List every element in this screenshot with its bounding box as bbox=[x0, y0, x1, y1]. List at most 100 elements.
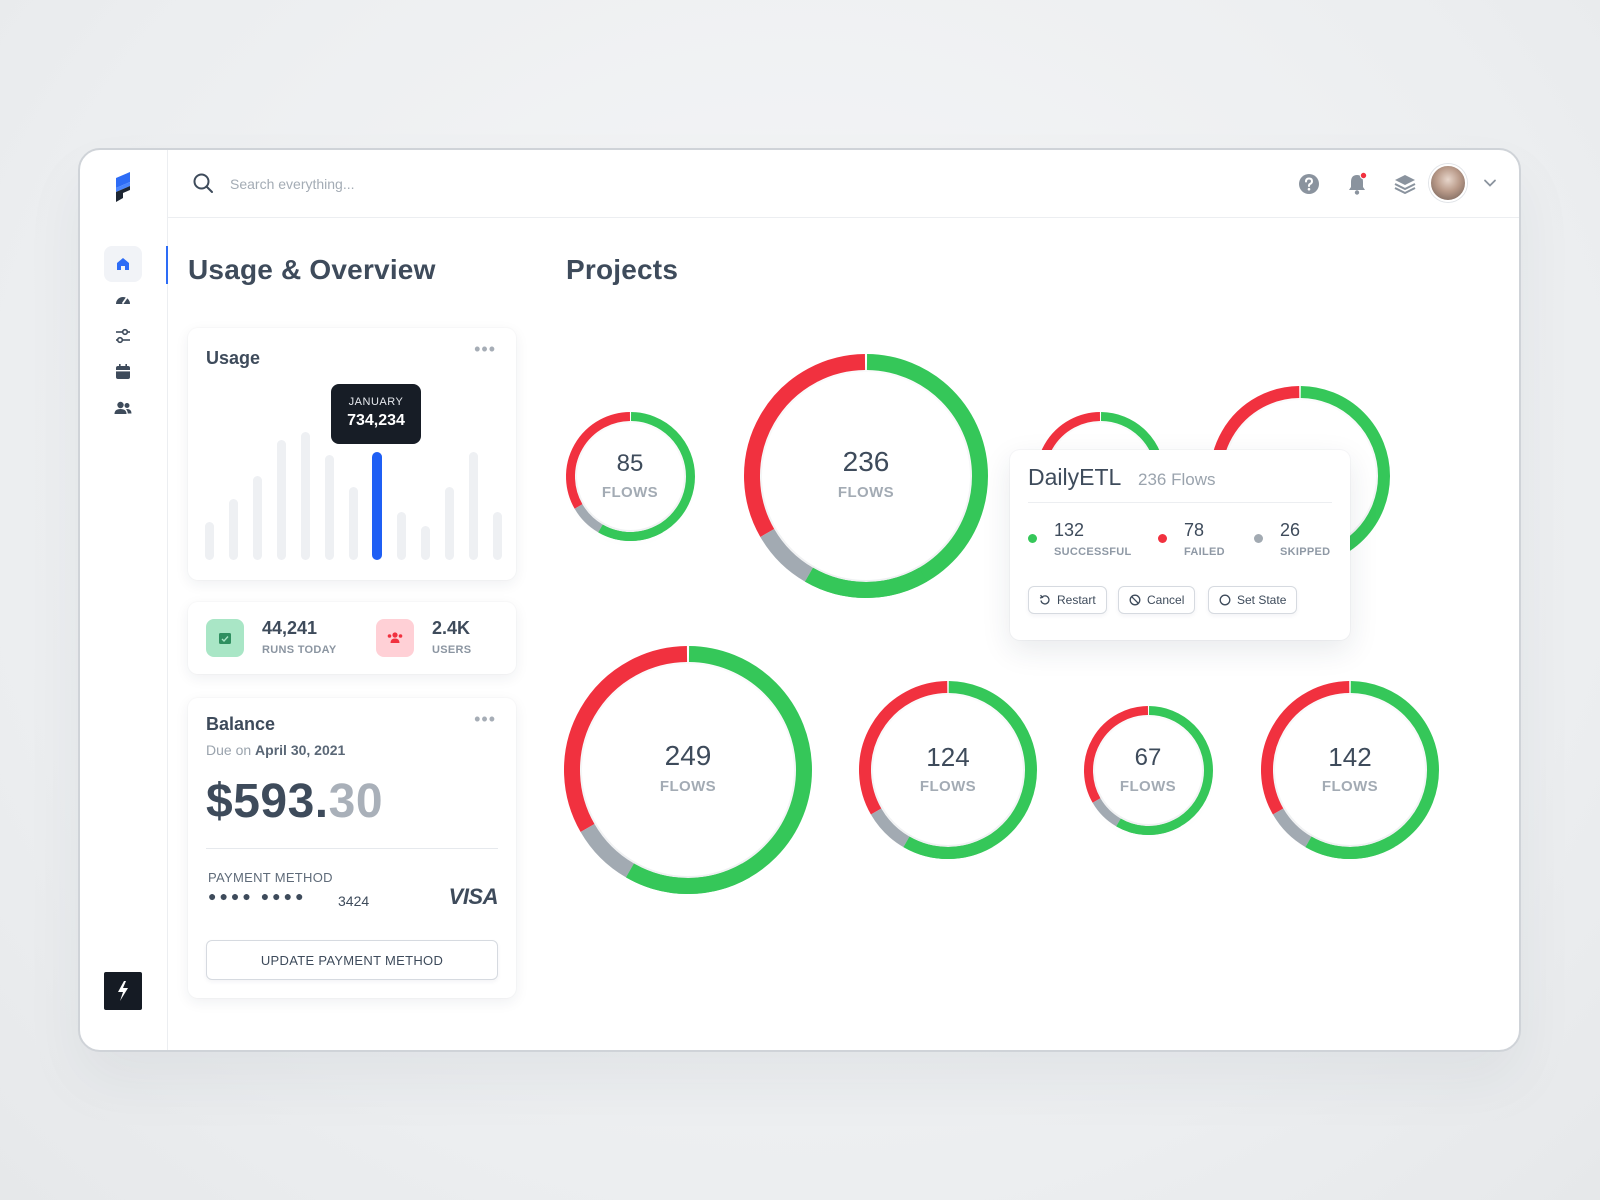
users-icon bbox=[387, 632, 403, 643]
usage-bar bbox=[445, 487, 454, 560]
popover-divider bbox=[1028, 502, 1332, 503]
sidebar-item-calendar[interactable] bbox=[104, 354, 142, 390]
balance-card: Balance ••• Due on April 30, 2021 $593.3… bbox=[188, 698, 516, 998]
tooltip-month: JANUARY bbox=[348, 396, 404, 408]
circle-icon bbox=[1219, 594, 1231, 606]
overview-title: Usage & Overview bbox=[188, 254, 436, 285]
bolt-logo-icon bbox=[118, 981, 128, 1001]
donut-ring bbox=[1083, 705, 1213, 835]
donut-ring bbox=[859, 681, 1037, 859]
sidebar-item-home[interactable] bbox=[104, 246, 142, 282]
brand-badge[interactable] bbox=[104, 972, 142, 1010]
cancel-icon bbox=[1129, 594, 1141, 606]
restart-button[interactable]: Restart bbox=[1028, 586, 1107, 614]
runs-today-label: RUNS TODAY bbox=[262, 644, 337, 656]
users-stat-icon bbox=[376, 619, 414, 657]
help-button[interactable] bbox=[1297, 172, 1321, 196]
chevron-down-icon[interactable] bbox=[1483, 176, 1497, 190]
active-nav-indicator bbox=[166, 246, 168, 284]
balance-more-button[interactable]: ••• bbox=[474, 709, 496, 729]
donut-flows-label: FLOWS bbox=[659, 778, 717, 795]
amount-cents: 30 bbox=[328, 775, 384, 828]
donut-segment-failed bbox=[859, 681, 948, 815]
users-value: 2.4K bbox=[432, 618, 471, 638]
donut-segment-success bbox=[1115, 817, 1181, 835]
usage-bar bbox=[253, 476, 262, 560]
sidebar-item-settings[interactable] bbox=[104, 318, 142, 354]
search-input[interactable] bbox=[230, 170, 650, 198]
failed-label: FAILED bbox=[1184, 546, 1225, 558]
donut-flow-count: 249 bbox=[664, 740, 712, 771]
due-date-value: April 30, 2021 bbox=[255, 742, 346, 758]
usage-bar bbox=[229, 499, 238, 560]
project-donut[interactable]: 236 FLOWS bbox=[732, 342, 1000, 610]
project-donut[interactable]: 67 FLOWS bbox=[1072, 694, 1225, 847]
usage-bar bbox=[493, 512, 502, 560]
card-mask: ●●●● ●●●● bbox=[208, 888, 307, 904]
app-window: Usage & Overview Usage ••• JANUARY 734,2… bbox=[78, 148, 1521, 1052]
card-last4: 3424 bbox=[338, 893, 370, 909]
donut-flows-label: FLOWS bbox=[919, 778, 977, 795]
set-state-button[interactable]: Set State bbox=[1208, 586, 1298, 614]
donut-segment-skipped bbox=[870, 808, 910, 848]
donut-segment-success bbox=[903, 836, 993, 859]
donut-flow-count: 67 bbox=[1134, 744, 1162, 771]
success-dot bbox=[1028, 534, 1037, 543]
users-label: USERS bbox=[432, 644, 472, 656]
usage-bar bbox=[397, 512, 406, 560]
notifications-button[interactable] bbox=[1345, 172, 1369, 196]
sidebar-item-dashboard[interactable] bbox=[104, 282, 142, 318]
tooltip-value: 734,234 bbox=[347, 412, 405, 429]
due-prefix: Due on bbox=[206, 742, 252, 758]
donut-segment-skipped bbox=[760, 528, 814, 582]
donut-segment-failed bbox=[744, 354, 866, 537]
usage-bar-chart bbox=[205, 432, 502, 560]
usage-bar bbox=[301, 432, 310, 560]
donut-segment-skipped bbox=[1272, 808, 1312, 848]
app-logo-icon[interactable] bbox=[114, 172, 136, 202]
update-payment-button[interactable]: UPDATE PAYMENT METHOD bbox=[206, 940, 498, 980]
projects-title: Projects bbox=[566, 254, 679, 285]
search-icon[interactable] bbox=[192, 172, 214, 194]
balance-amount: $593.30 bbox=[206, 774, 383, 829]
donut-flows-label: FLOWS bbox=[837, 484, 895, 501]
usage-bar bbox=[421, 526, 430, 560]
donut-flows-label: FLOWS bbox=[1321, 778, 1379, 795]
usage-bar bbox=[277, 440, 286, 560]
project-donut[interactable]: 124 FLOWS bbox=[847, 669, 1049, 871]
set-state-label: Set State bbox=[1237, 593, 1287, 607]
bell-icon bbox=[1349, 172, 1368, 195]
donut-flow-count: 236 bbox=[842, 446, 890, 477]
project-donut[interactable]: 85 FLOWS bbox=[554, 400, 707, 553]
sidebar-item-team[interactable] bbox=[104, 390, 142, 426]
usage-bar bbox=[325, 455, 334, 560]
due-date: Due on April 30, 2021 bbox=[206, 742, 345, 758]
usage-title: Usage bbox=[206, 348, 261, 368]
project-donut[interactable]: 142 FLOWS bbox=[1249, 669, 1451, 871]
usage-tooltip: JANUARY 734,234 bbox=[331, 384, 421, 444]
home-icon bbox=[117, 258, 129, 270]
balance-title: Balance bbox=[206, 714, 276, 734]
popover-flow-count: 236 Flows bbox=[1138, 470, 1216, 489]
usage-bar-selected[interactable] bbox=[372, 452, 382, 560]
donut-ring bbox=[1261, 681, 1439, 859]
cancel-button[interactable]: Cancel bbox=[1118, 586, 1196, 614]
donut-flow-count: 124 bbox=[926, 742, 970, 772]
successful-label: SUCCESSFUL bbox=[1054, 546, 1132, 558]
restart-label: Restart bbox=[1057, 593, 1096, 607]
donut-center bbox=[576, 422, 684, 530]
usage-more-button[interactable]: ••• bbox=[474, 339, 496, 359]
donut-ring bbox=[565, 411, 695, 541]
popover-project-name: DailyETL bbox=[1028, 464, 1122, 490]
donut-flow-count: 85 bbox=[616, 450, 644, 477]
successful-value: 132 bbox=[1054, 520, 1085, 540]
layers-icon bbox=[1394, 175, 1416, 194]
project-donut[interactable]: 249 FLOWS bbox=[552, 634, 824, 906]
donut-segment-success bbox=[805, 567, 927, 598]
donut-center bbox=[873, 695, 1023, 845]
usage-bar bbox=[469, 452, 478, 560]
user-avatar[interactable] bbox=[1429, 164, 1467, 202]
usage-card: Usage ••• JANUARY 734,234 bbox=[188, 328, 516, 580]
layers-button[interactable] bbox=[1393, 172, 1417, 196]
failed-value: 78 bbox=[1184, 520, 1205, 540]
